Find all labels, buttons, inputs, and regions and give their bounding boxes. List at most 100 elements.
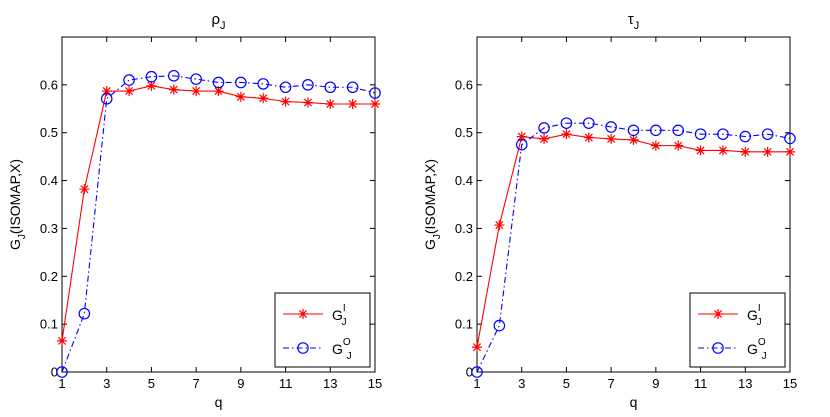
x-tick-label: 1 (473, 376, 480, 391)
data-point (79, 184, 90, 195)
data-point (100, 92, 113, 105)
x-tick-label: 5 (148, 376, 155, 391)
chart-title: τJ (628, 11, 639, 32)
data-point (302, 97, 313, 108)
data-point (346, 81, 359, 94)
x-tick-label: 3 (103, 376, 110, 391)
data-point (694, 128, 707, 140)
data-point (606, 133, 617, 144)
y-tick-label: 0.2 (455, 269, 473, 284)
data-point (650, 124, 662, 137)
y-tick-label: 0 (466, 365, 473, 380)
series-1 (472, 129, 795, 353)
chart-panel-2: 1 3 5 7 9 11 13 1500.10.20.30.40.50.6τJqGJ(ISOM… (422, 11, 797, 410)
data-point (167, 69, 180, 82)
y-tick-label: 0.4 (455, 173, 473, 188)
legend-box (274, 292, 371, 368)
chart-panel-1: 1 3 5 7 9 11 13 1500.10.20.30.40.50.6ρJqGJ(ISOM… (7, 11, 382, 410)
data-point (78, 307, 91, 320)
data-point (761, 128, 774, 140)
series-1 (57, 80, 380, 346)
x-tick-label: 3 (518, 376, 525, 391)
x-tick-label: 9 (652, 376, 659, 391)
data-point (369, 87, 381, 99)
x-axis-label: q (215, 394, 223, 410)
data-point (57, 335, 67, 346)
data-point (212, 76, 225, 89)
x-tick-label: 15 (783, 376, 797, 391)
series-2 (471, 117, 796, 378)
legend-marker (713, 309, 723, 319)
x-tick-label: 13 (323, 376, 337, 391)
legend: GI J GO J (274, 292, 371, 368)
data-point (717, 145, 728, 156)
data-point (493, 319, 506, 332)
data-point (785, 146, 795, 157)
data-point (279, 81, 292, 94)
data-point (123, 74, 135, 86)
legend-entry: GI J (332, 303, 347, 328)
data-point (191, 86, 202, 97)
x-tick-label: 9 (237, 376, 244, 391)
x-tick-label: 15 (368, 376, 382, 391)
y-tick-label: 0.3 (40, 221, 58, 236)
y-tick-label: 0.6 (40, 77, 58, 92)
data-point (257, 78, 270, 90)
data-point (190, 73, 202, 85)
data-point (146, 80, 157, 91)
data-point (650, 140, 661, 151)
data-point (628, 134, 639, 145)
y-tick-label: 0.1 (455, 317, 473, 332)
data-point (672, 124, 685, 137)
y-tick-label: 0.5 (455, 125, 473, 140)
data-point (324, 81, 337, 94)
data-point (560, 117, 573, 129)
data-point (302, 79, 314, 91)
data-point (494, 220, 505, 231)
x-tick-label: 7 (608, 376, 615, 391)
chart-title: ρJ (211, 11, 225, 32)
data-point (627, 124, 640, 137)
x-tick-label: 7 (193, 376, 200, 391)
data-point (717, 128, 729, 140)
y-tick-label: 0.4 (40, 173, 58, 188)
data-point (472, 342, 482, 353)
x-tick-label: 11 (694, 376, 708, 391)
data-point (516, 131, 527, 142)
data-point (213, 86, 224, 97)
y-axis-label: GJ(ISOMAP,X) (422, 159, 443, 250)
data-point (145, 70, 158, 83)
data-point (56, 366, 68, 378)
series-line (61, 75, 376, 373)
data-point (235, 91, 246, 102)
data-point (762, 146, 773, 157)
y-tick-label: 0.3 (455, 221, 473, 236)
data-point (740, 146, 751, 157)
legend-entry: GO J (747, 337, 767, 362)
y-tick-label: 0.6 (455, 77, 473, 92)
data-point (539, 133, 550, 144)
data-point (471, 366, 483, 378)
series-2 (56, 69, 381, 378)
data-point (101, 86, 112, 97)
y-tick-label: 0.1 (40, 317, 58, 332)
x-tick-label: 11 (279, 376, 293, 391)
legend-box (689, 292, 786, 368)
y-axis-label: GJ(ISOMAP,X) (7, 159, 28, 250)
data-point (370, 99, 380, 109)
x-tick-label: 1 (58, 376, 65, 391)
legend: GI J GO J (689, 292, 786, 368)
y-tick-label: 0.2 (40, 269, 58, 284)
data-point (325, 99, 336, 109)
legend-marker (712, 342, 724, 354)
data-point (784, 132, 796, 145)
x-tick-label: 13 (738, 376, 752, 391)
y-tick-label: 0 (51, 365, 58, 380)
data-point (561, 129, 572, 140)
data-point (280, 96, 291, 107)
x-axis-label: q (630, 394, 638, 410)
x-tick-label: 5 (563, 376, 570, 391)
data-point (235, 76, 247, 89)
legend-entry: GI J (747, 303, 762, 328)
